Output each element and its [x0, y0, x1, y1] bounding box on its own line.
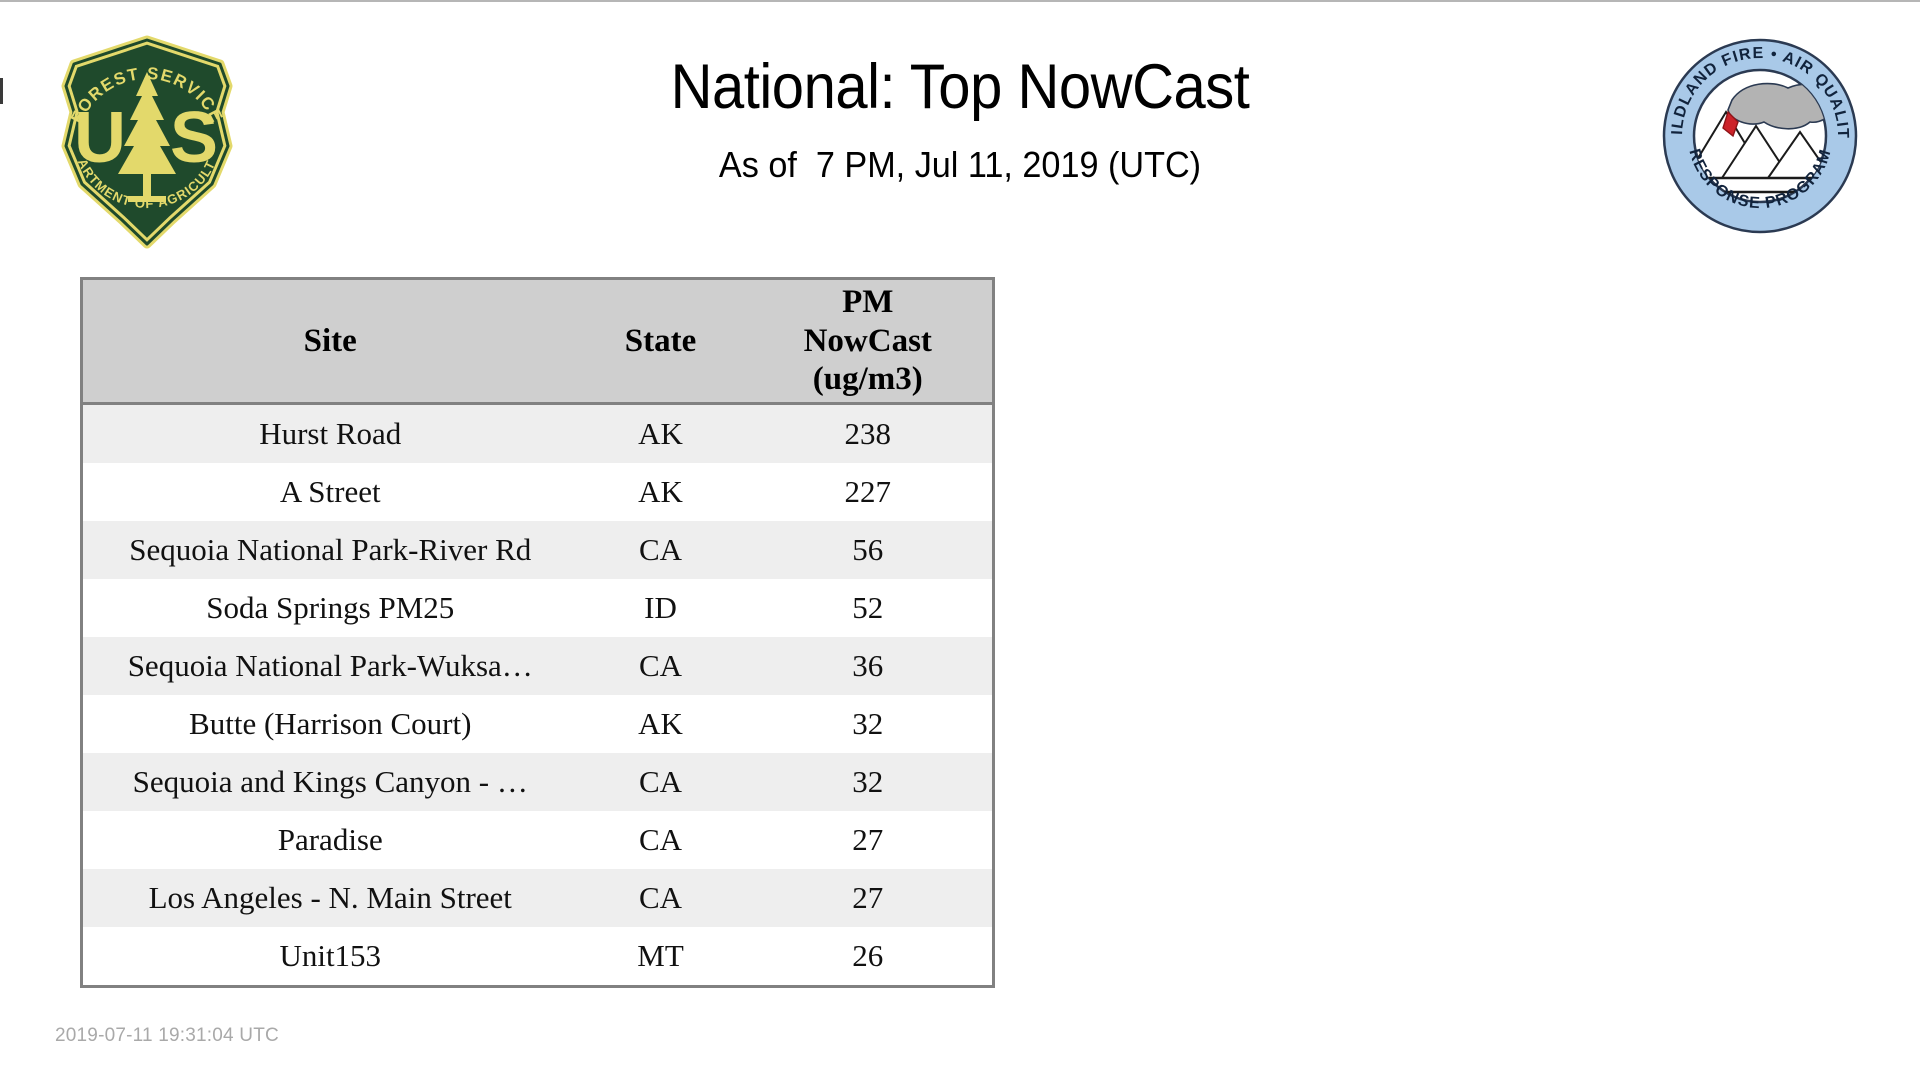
cell-pm: 27	[743, 869, 994, 927]
cell-state: AK	[577, 463, 744, 521]
cell-pm: 26	[743, 927, 994, 987]
cell-pm: 32	[743, 753, 994, 811]
page-title: National: Top NowCast	[670, 52, 1250, 122]
table-row[interactable]: Butte (Harrison Court) AK 32	[81, 695, 994, 753]
column-header-pm-nowcast-label: PM NowCast (ug/m3)	[803, 284, 932, 398]
column-header-pm-nowcast[interactable]: PM NowCast (ug/m3)	[743, 278, 994, 405]
cell-pm: 227	[743, 463, 994, 521]
column-header-site-label: Site	[303, 322, 357, 359]
cell-pm: 27	[743, 811, 994, 869]
usfs-shield-logo: U S FOREST SERVICE DEPARTMENT OF AGRICUL…	[47, 22, 242, 254]
top-edge-hairline	[0, 0, 1920, 2]
cell-pm: 36	[743, 637, 994, 695]
cell-state: CA	[577, 637, 744, 695]
table-row[interactable]: Soda Springs PM25 ID 52	[81, 579, 994, 637]
cell-site: Butte (Harrison Court)	[81, 695, 578, 753]
cell-site: Paradise	[81, 811, 578, 869]
cell-site: Sequoia and Kings Canyon - …	[81, 753, 578, 811]
cell-pm: 238	[743, 403, 994, 463]
table-row[interactable]: Sequoia National Park-Wuksa… CA 36	[81, 637, 994, 695]
cell-state: CA	[577, 521, 744, 579]
svg-text:S: S	[170, 98, 218, 178]
left-edge-tick	[0, 78, 3, 104]
column-header-site[interactable]: Site	[81, 278, 578, 405]
cell-state: CA	[577, 753, 744, 811]
table-row[interactable]: Los Angeles - N. Main Street CA 27	[81, 869, 994, 927]
cell-site: Hurst Road	[81, 403, 578, 463]
column-header-state-label: State	[624, 322, 697, 359]
column-header-state[interactable]: State	[577, 278, 744, 405]
footer-timestamp: 2019-07-11 19:31:04 UTC	[55, 1025, 279, 1046]
cell-site: A Street	[81, 463, 578, 521]
cell-site: Sequoia National Park-River Rd	[81, 521, 578, 579]
svg-text:U: U	[74, 98, 126, 178]
cell-site: Unit153	[81, 927, 578, 987]
table-row[interactable]: A Street AK 227	[81, 463, 994, 521]
nowcast-table: Site State PM NowCast (ug/m3) Hurst Road…	[80, 277, 995, 988]
cell-state: ID	[577, 579, 744, 637]
cell-state: MT	[577, 927, 744, 987]
cell-pm: 32	[743, 695, 994, 753]
wildland-fire-air-quality-response-program-logo: WILDLAND FIRE • AIR QUALITY RESPONSE PRO…	[1652, 23, 1860, 236]
cell-state: AK	[577, 695, 744, 753]
nowcast-table-container: Site State PM NowCast (ug/m3) Hurst Road…	[80, 277, 995, 988]
table-row[interactable]: Hurst Road AK 238	[81, 403, 994, 463]
title-block: National: Top NowCast As of 7 PM, Jul 11…	[300, 54, 1620, 186]
cell-state: CA	[577, 869, 744, 927]
cell-state: AK	[577, 403, 744, 463]
cell-site: Los Angeles - N. Main Street	[81, 869, 578, 927]
cell-site: Soda Springs PM25	[81, 579, 578, 637]
cell-site: Sequoia National Park-Wuksa…	[81, 637, 578, 695]
table-header: Site State PM NowCast (ug/m3)	[81, 278, 994, 405]
table-header-row: Site State PM NowCast (ug/m3)	[81, 278, 994, 405]
cell-state: CA	[577, 811, 744, 869]
cell-pm: 56	[743, 521, 994, 579]
table-row[interactable]: Unit153 MT 26	[81, 927, 994, 987]
table-row[interactable]: Paradise CA 27	[81, 811, 994, 869]
cell-pm: 52	[743, 579, 994, 637]
table-row[interactable]: Sequoia National Park-River Rd CA 56	[81, 521, 994, 579]
page-subtitle-asof: As of 7 PM, Jul 11, 2019 (UTC)	[718, 144, 1202, 186]
table-row[interactable]: Sequoia and Kings Canyon - … CA 32	[81, 753, 994, 811]
table-body: Hurst Road AK 238 A Street AK 227 Sequoi…	[81, 403, 994, 987]
